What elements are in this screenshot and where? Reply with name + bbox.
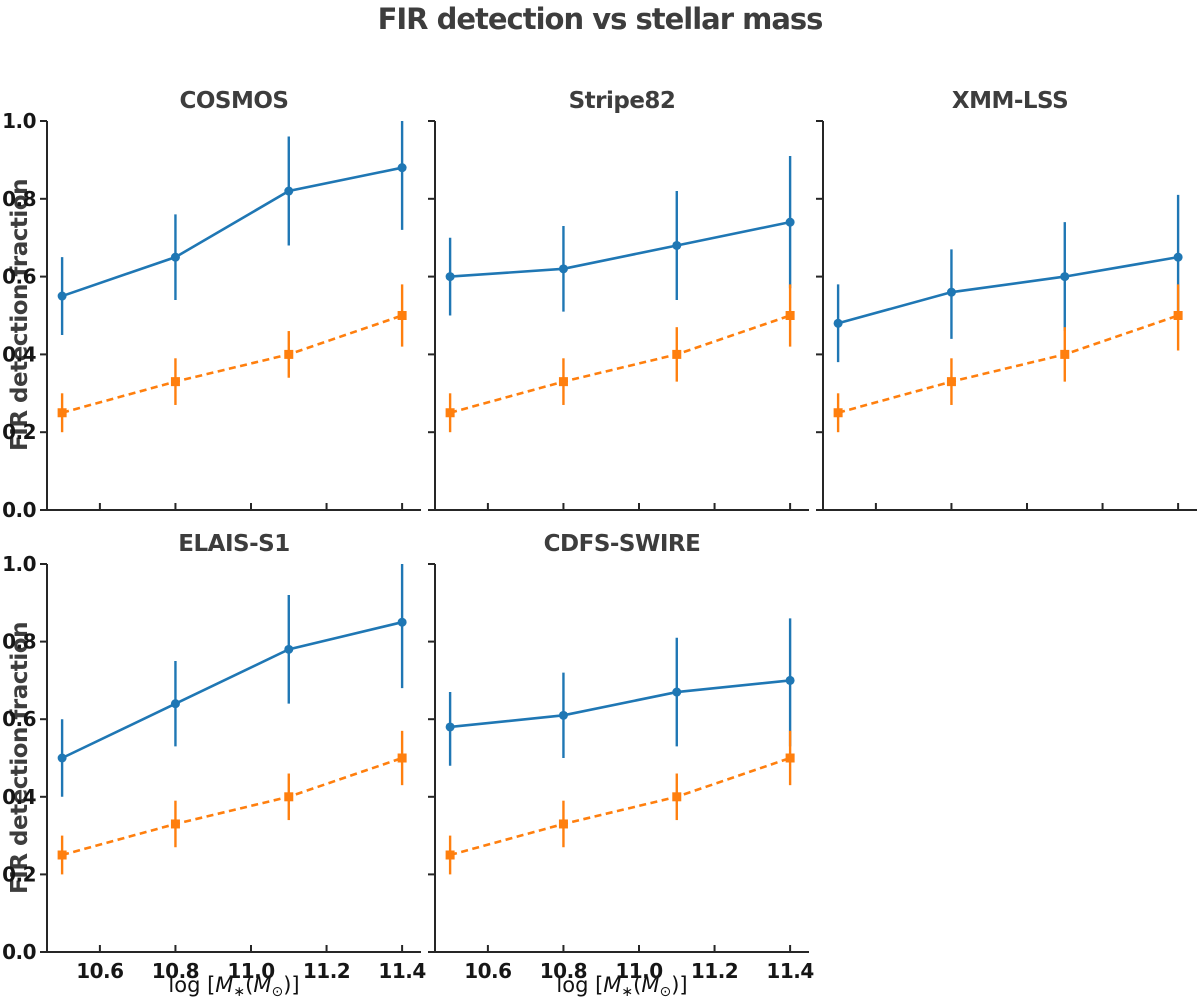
svg-text:10.6: 10.6 [464, 959, 511, 983]
series-orange-dashed-squares [57, 730, 407, 875]
series-blue-solid-circles [833, 194, 1183, 363]
panel-title-cdfs-swire: CDFS-SWIRE [543, 531, 701, 557]
svg-text:0.6: 0.6 [2, 707, 36, 731]
svg-text:11.0: 11.0 [227, 959, 274, 983]
xlabel-sun-subscript: ⊙ [271, 984, 284, 1000]
xlabel-mass-symbol: M [603, 973, 622, 997]
panel-title-cosmos: COSMOS [179, 88, 289, 114]
xlabel-solar-mass-symbol: M [641, 973, 660, 997]
svg-text:0.8: 0.8 [2, 187, 36, 211]
xlabel-star-subscript: ∗ [621, 984, 634, 1000]
svg-text:11.0: 11.0 [615, 959, 662, 983]
x-axis-label-cdfs-swire: log [M∗(M⊙)] [435, 973, 809, 1000]
axis-spines [434, 564, 809, 953]
series-orange-dashed-squares [445, 284, 795, 433]
series-blue-solid-circles [445, 156, 795, 316]
series-blue-solid-circles [57, 121, 407, 335]
x-axis-label-elais-s1: log [M∗(M⊙)] [47, 973, 421, 1000]
svg-text:11.2: 11.2 [303, 959, 350, 983]
series-orange-dashed-squares [833, 284, 1183, 433]
figure-title: FIR detection vs stellar mass [377, 2, 824, 36]
xlabel-close-brackets: )] [283, 973, 300, 997]
axis-spines [46, 121, 421, 511]
axis-spines [822, 121, 1197, 511]
panel-plot-cosmos: 0.0 0.2 0.4 0.6 0.8 1.0 [2, 109, 421, 522]
xlabel-mass-symbol: M [215, 973, 234, 997]
svg-text:1.0: 1.0 [2, 109, 36, 133]
svg-text:1.0: 1.0 [2, 552, 36, 576]
xlabel-solar-mass-symbol: M [253, 973, 272, 997]
xlabel-sun-subscript: ⊙ [659, 984, 672, 1000]
panel-plot-xmm-lss [816, 120, 1197, 511]
xlabel-close-brackets: )] [671, 973, 688, 997]
svg-text:10.6: 10.6 [76, 959, 123, 983]
panel-plot-elais-s1: 0.0 0.2 0.4 0.6 0.8 1.0 10.6 10.8 11.0 11.2 11.4 [2, 552, 426, 983]
series-orange-dashed-squares [445, 730, 795, 875]
series-orange-dashed-squares [57, 284, 407, 433]
svg-text:0.0: 0.0 [2, 498, 36, 522]
svg-text:11.4: 11.4 [766, 959, 813, 983]
xlabel-log: log [ [168, 973, 216, 997]
svg-text:0.2: 0.2 [2, 420, 36, 444]
svg-text:0.4: 0.4 [2, 342, 36, 366]
svg-text:0.8: 0.8 [2, 630, 36, 654]
panel-title-xmm-lss: XMM-LSS [951, 88, 1069, 114]
svg-text:0.4: 0.4 [2, 785, 36, 809]
xlabel-log: log [ [556, 973, 604, 997]
series-blue-solid-circles [57, 564, 407, 797]
svg-text:10.8: 10.8 [152, 959, 199, 983]
xlabel-star-subscript: ∗ [233, 984, 246, 1000]
svg-text:10.8: 10.8 [540, 959, 587, 983]
svg-text:11.4: 11.4 [378, 959, 425, 983]
axis-spines [434, 121, 809, 511]
panel-plot-cdfs-swire: 10.6 10.8 11.0 11.2 11.4 [428, 563, 814, 983]
svg-text:0.0: 0.0 [2, 940, 36, 964]
series-blue-solid-circles [445, 618, 795, 766]
svg-text:0.2: 0.2 [2, 862, 36, 886]
panel-title-elais-s1: ELAIS-S1 [178, 531, 290, 557]
axis-spines [46, 564, 421, 953]
xlabel-open-paren: ( [245, 973, 254, 997]
panel-title-stripe82: Stripe82 [568, 88, 676, 114]
svg-text:0.6: 0.6 [2, 265, 36, 289]
svg-text:11.2: 11.2 [691, 959, 738, 983]
xlabel-open-paren: ( [633, 973, 642, 997]
panel-plot-stripe82 [428, 120, 809, 511]
